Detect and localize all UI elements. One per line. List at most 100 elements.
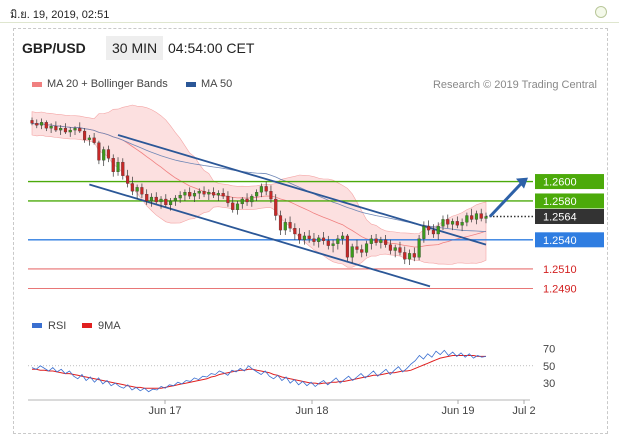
candle-body (235, 203, 240, 210)
legend-ma50: MA 50 (186, 78, 232, 90)
candle-body (102, 149, 106, 161)
candle-body (126, 175, 130, 184)
candle-body (398, 247, 402, 253)
legend-ma20: MA 20 + Bollinger Bands (32, 78, 168, 90)
level-label-1-2564: 1.2564 (543, 212, 577, 224)
candle-body (173, 197, 177, 202)
rsi-line (31, 349, 487, 393)
candle-body (130, 183, 134, 192)
candle-body (465, 215, 469, 223)
candle-body (331, 243, 335, 246)
candle-body (412, 253, 416, 258)
candle-body (68, 129, 72, 133)
candle-body (479, 213, 483, 219)
candle-body (149, 196, 154, 202)
candle-body (221, 193, 225, 197)
candle-body (393, 247, 397, 251)
level-label-1-2510: 1.2510 (543, 264, 577, 276)
candle-body (388, 244, 392, 251)
candle-body (374, 238, 378, 243)
ma50-swatch-icon (186, 81, 196, 87)
time-label: 04:54:00 CET (168, 40, 255, 56)
legend-ma20-label: MA 20 + Bollinger Bands (47, 78, 168, 90)
candle-body (336, 238, 340, 244)
candle-body (135, 187, 139, 192)
candle-body (121, 161, 125, 176)
candle-body (202, 191, 206, 195)
channel-lower-line (89, 183, 431, 288)
rsi-tick-label: 30 (543, 378, 555, 390)
candle-body (427, 226, 431, 231)
ma20-swatch-icon (32, 81, 42, 87)
candle-body (317, 237, 321, 242)
timeframe-selector[interactable]: 30 MIN (106, 36, 164, 60)
candle-body (422, 226, 426, 239)
status-dot-icon[interactable] (595, 6, 607, 18)
legend-swatch-rsi-icon (32, 323, 42, 328)
candle-body (169, 200, 173, 206)
candle-body (183, 192, 187, 196)
level-label-1-2540: 1.2540 (543, 235, 577, 247)
candle-body (207, 192, 211, 195)
candle-body (35, 123, 39, 126)
candle-body (384, 239, 388, 245)
candle-body (49, 126, 53, 129)
candle-body (407, 253, 412, 260)
candle-body (78, 128, 82, 132)
candle-body (231, 202, 235, 210)
candle-body (82, 130, 87, 140)
candle-body (92, 137, 96, 143)
candle-body (240, 198, 244, 205)
candle-body (255, 192, 259, 197)
timestamp: มิ.ย. 19, 2019, 02:51 (10, 9, 110, 21)
candle-body (441, 219, 445, 227)
bollinger-band (31, 104, 487, 268)
x-tick-label: Jul 2 (512, 405, 535, 417)
candle-body (159, 198, 163, 203)
level-box-1-2580 (535, 193, 604, 209)
candle-body (431, 229, 436, 235)
candle-body (39, 122, 44, 126)
forecast-arrow-shaft (488, 181, 524, 218)
chart-frame (13, 28, 608, 434)
candle-body (278, 215, 283, 231)
legend-label-rsi: RSI (48, 320, 66, 332)
candle-body (326, 240, 330, 246)
candle-body (140, 187, 144, 195)
level-label-1-2580: 1.2580 (543, 196, 577, 208)
candle-body (30, 120, 34, 124)
candle-body (450, 221, 455, 225)
rsi-tick-label: 70 (543, 344, 555, 356)
candle-body (250, 195, 254, 203)
candle-body (116, 161, 120, 172)
candle-body (355, 246, 359, 250)
candle-body (59, 128, 63, 131)
x-tick-label: Jun 19 (441, 405, 474, 417)
level-label-1-2490: 1.2490 (543, 283, 577, 295)
candle-body (188, 192, 192, 197)
candle-body (192, 193, 197, 197)
candle-body (446, 219, 450, 225)
candle-body (312, 238, 316, 242)
candle-body (283, 222, 287, 231)
candle-body (73, 128, 77, 131)
level-box-1-2600 (535, 174, 604, 190)
symbol-label: GBP/USD (22, 40, 86, 56)
candle-body (321, 237, 326, 241)
legend-label-9ma: 9MA (98, 320, 121, 332)
rsi-tick-label: 50 (543, 361, 555, 373)
candle-body (288, 222, 292, 229)
candle-body (178, 194, 182, 199)
candle-body (197, 191, 201, 194)
candle-body (274, 198, 278, 216)
candle-body (154, 196, 158, 203)
candle-body (379, 239, 383, 243)
candle-body (345, 235, 349, 258)
level-label-1-2600: 1.2600 (543, 177, 577, 189)
candle-body (460, 222, 464, 226)
ma9-line (32, 355, 486, 389)
candle-body (145, 194, 149, 202)
candle-body (341, 235, 345, 239)
candle-body (245, 198, 249, 203)
candle-body (470, 215, 474, 220)
